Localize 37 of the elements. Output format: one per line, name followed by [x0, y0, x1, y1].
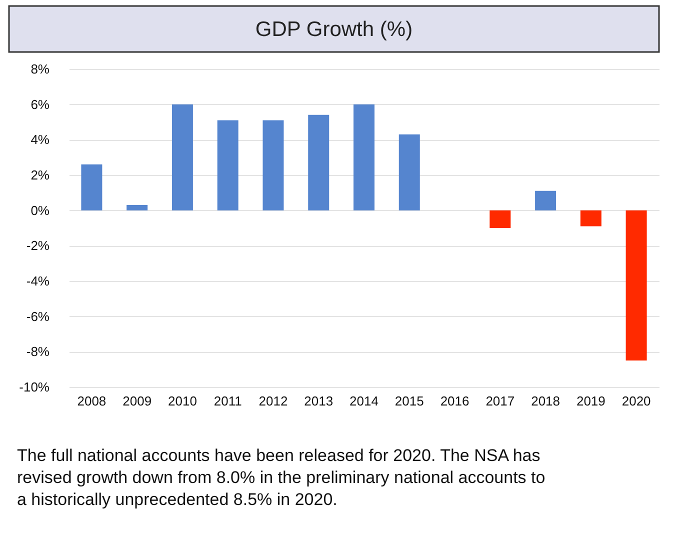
bar	[217, 120, 238, 210]
bar	[535, 190, 556, 210]
y-tick-label: 8%	[30, 62, 50, 76]
y-tick-label: -2%	[26, 238, 50, 254]
x-tick-label: 2019	[576, 394, 606, 408]
x-tick-label: 2010	[168, 394, 197, 408]
x-tick-label: 2012	[258, 394, 288, 408]
x-tick-label: 2018	[531, 394, 560, 408]
chart-title: GDP Growth (%)	[255, 18, 413, 41]
bar	[81, 164, 102, 210]
y-tick-label: 4%	[30, 132, 50, 148]
y-tick-label: -10%	[19, 380, 50, 394]
x-tick-label: 2014	[350, 394, 378, 408]
bar	[354, 104, 374, 210]
x-tick-label: 2020	[622, 394, 651, 408]
bar	[126, 205, 148, 210]
y-tick-label: -6%	[26, 308, 50, 324]
bar	[398, 134, 420, 210]
bar	[308, 114, 330, 210]
bar	[626, 210, 647, 360]
bar	[262, 120, 284, 210]
bar	[580, 210, 602, 226]
x-tick-label: 2016	[440, 394, 470, 408]
y-tick-label: 0%	[30, 202, 50, 218]
x-tick-label: 2013	[304, 394, 334, 408]
x-tick-label: 2008	[77, 394, 106, 408]
bar	[172, 104, 193, 210]
y-tick-label: 2%	[30, 168, 50, 182]
x-tick-label: 2017	[486, 394, 515, 408]
y-tick-label: -8%	[26, 344, 50, 360]
x-tick-label: 2011	[214, 394, 242, 408]
bar	[490, 210, 511, 228]
y-tick-label: -4%	[26, 274, 50, 288]
y-tick-label: 6%	[30, 96, 50, 112]
text: The full national accounts have been released for 2020. The NSA has revised growth down from 8.0% in the preliminary national accounts to a historically unprecedented 8.5% in 2020.	[17, 446, 546, 509]
x-tick-label: 2009	[122, 394, 152, 408]
x-tick-label: 2015	[394, 394, 424, 408]
